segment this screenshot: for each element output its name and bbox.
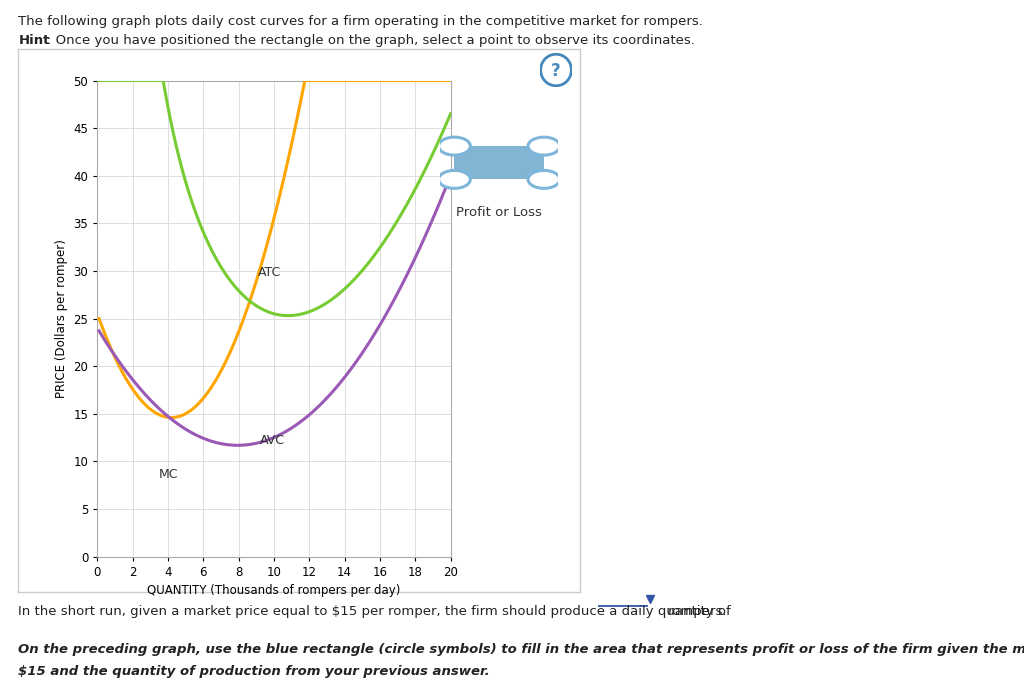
Text: AVC: AVC [260, 434, 285, 447]
Text: Profit or Loss: Profit or Loss [457, 206, 542, 220]
Text: On the preceding graph, use the blue rectangle (circle symbols) to fill in the a: On the preceding graph, use the blue rec… [18, 643, 1024, 656]
Text: Hint: Hint [18, 34, 50, 48]
Circle shape [528, 170, 560, 188]
Text: The following graph plots daily cost curves for a firm operating in the competit: The following graph plots daily cost cur… [18, 15, 703, 29]
Circle shape [541, 54, 571, 86]
Bar [455, 146, 544, 179]
Circle shape [528, 137, 560, 155]
Text: rompers.: rompers. [668, 606, 727, 619]
Y-axis label: PRICE (Dollars per romper): PRICE (Dollars per romper) [55, 239, 68, 398]
X-axis label: QUANTITY (Thousands of rompers per day): QUANTITY (Thousands of rompers per day) [147, 584, 400, 597]
Circle shape [438, 137, 470, 155]
Text: $15 and the quantity of production from your previous answer.: $15 and the quantity of production from … [18, 665, 490, 678]
Text: ATC: ATC [258, 266, 282, 279]
Text: MC: MC [159, 468, 178, 482]
Text: ?: ? [551, 62, 561, 80]
Text: In the short run, given a market price equal to $15 per romper, the firm should : In the short run, given a market price e… [18, 606, 731, 619]
Circle shape [438, 170, 470, 188]
Text: : Once you have positioned the rectangle on the graph, select a point to observe: : Once you have positioned the rectangle… [47, 34, 695, 48]
